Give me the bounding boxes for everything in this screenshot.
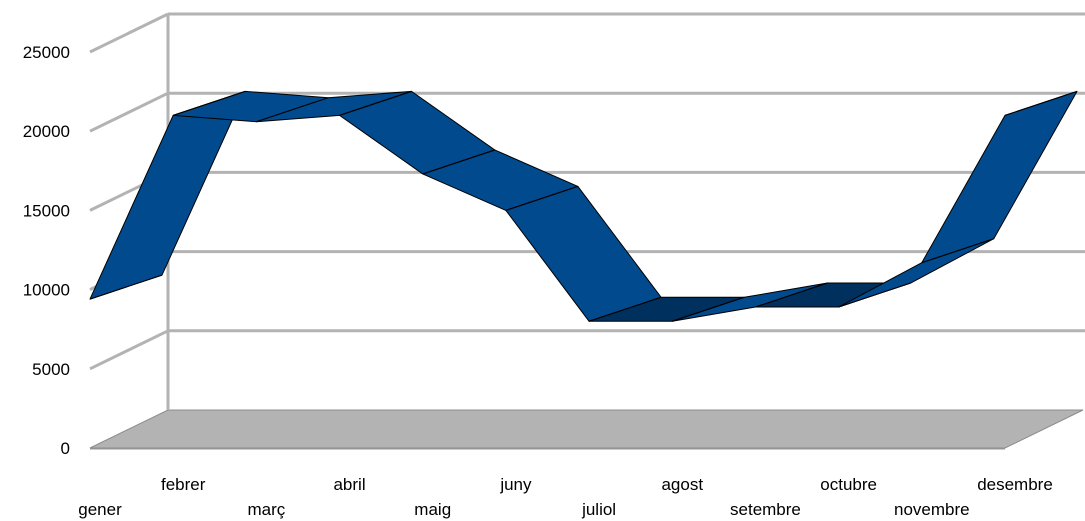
floor [89,409,1084,449]
ribbon-point [1004,90,1078,116]
gridline-side [89,91,169,133]
ribbon-point [755,282,828,308]
x-tick-label: desembre [977,475,1053,494]
x-tick-label: setembre [730,500,801,519]
ribbon-point [838,282,911,308]
x-tick-label: agost [661,475,703,494]
ribbon-segment [921,90,1078,264]
ribbon-point [256,97,329,123]
ribbon-point [588,296,662,322]
y-tick-label: 25000 [23,43,70,62]
ribbon-point [339,90,412,116]
x-tick-label: juliol [581,500,616,519]
x-tick-label: gener [78,500,122,519]
y-tick-label: 10000 [23,281,70,300]
ribbon-point [505,185,579,211]
gridline-side [89,12,169,54]
ribbon-point [921,238,994,264]
ribbon-point [672,296,745,322]
y-axis-tick-labels: 0 5000 10000 15000 20000 25000 [23,43,70,458]
y-tick-label: 0 [61,439,70,458]
ribbon-series [89,90,1078,322]
gridline-side [89,329,169,371]
x-tick-label: febrer [161,475,206,494]
x-tick-label: novembre [894,500,970,519]
x-axis-tick-labels: gener febrer març abril maig juny juliol agost s… [78,475,1053,519]
x-tick-label: maig [414,500,451,519]
ribbon-segment [505,185,662,322]
y-tick-label: 5000 [32,360,70,379]
ribbon-point [422,149,495,175]
y-tick-label: 20000 [23,122,70,141]
y-tick-label: 15000 [23,201,70,220]
x-tick-label: abril [333,475,365,494]
ribbon-segment [838,238,995,308]
ribbon-point [173,90,246,116]
ribbon-point [89,274,163,300]
x-tick-label: juny [499,475,532,494]
x-tick-label: octubre [820,475,877,494]
x-tick-label: març [247,500,285,519]
